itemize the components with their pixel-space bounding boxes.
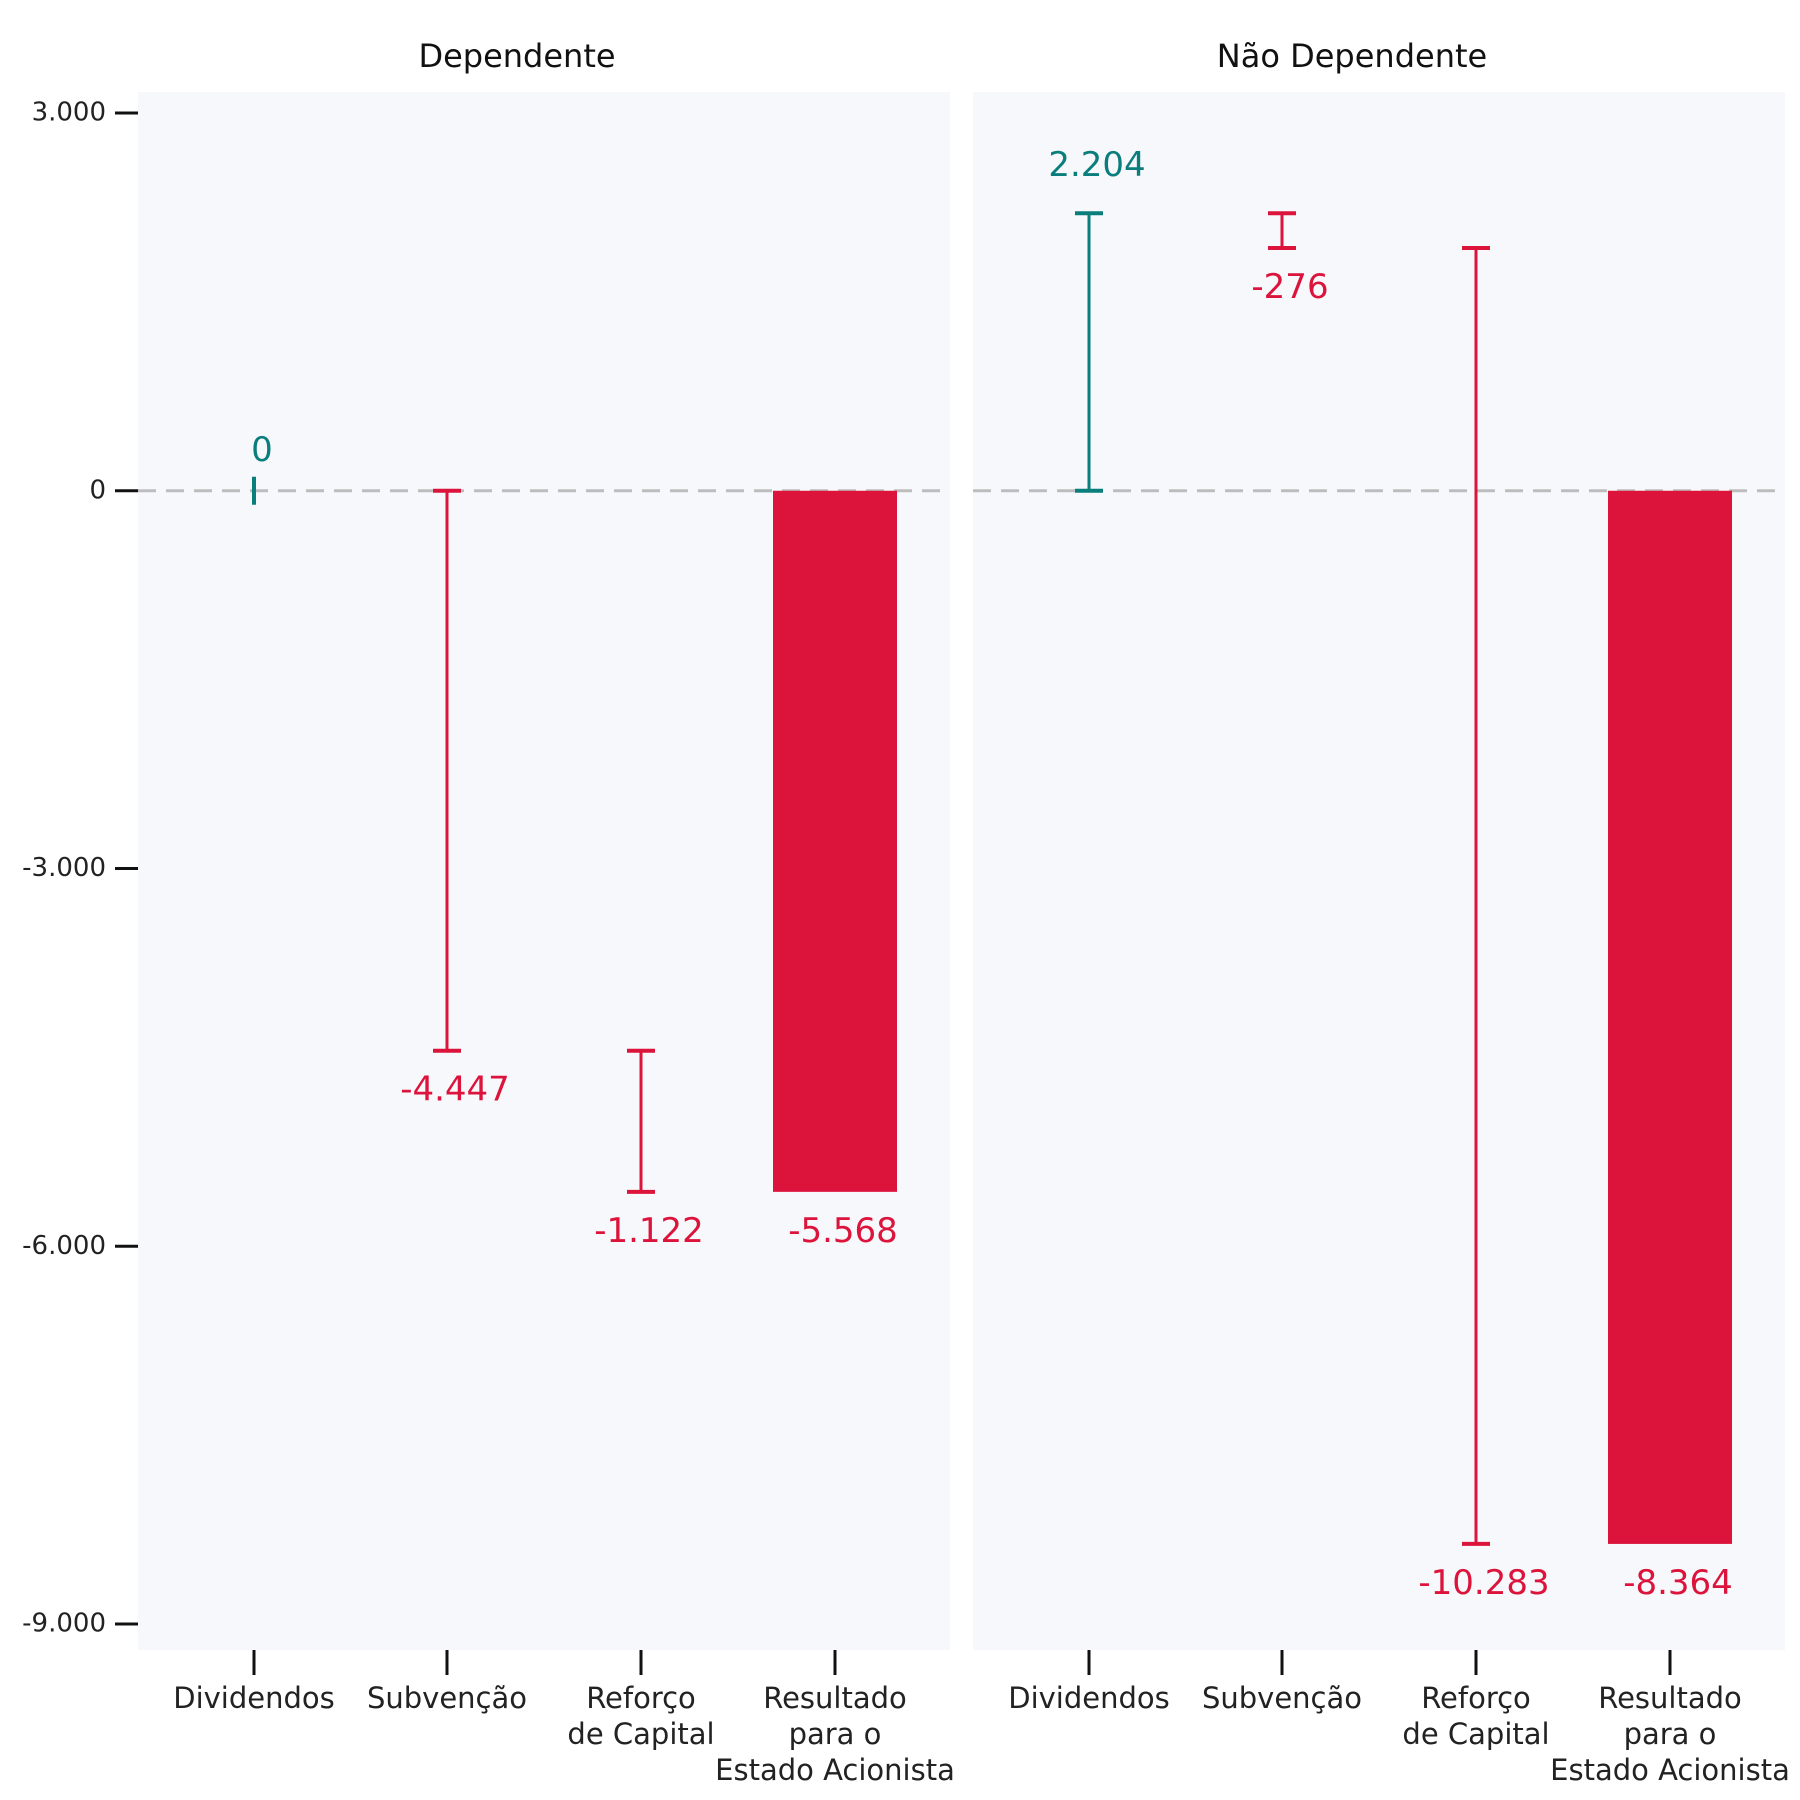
value-label: -276 bbox=[1251, 267, 1328, 307]
y-tick-label: -3.000 bbox=[22, 853, 106, 883]
y-tick-label: -6.000 bbox=[22, 1231, 106, 1261]
value-label: -8.364 bbox=[1623, 1563, 1733, 1603]
value-label: -1.122 bbox=[594, 1211, 704, 1251]
x-tick-label-line: para o bbox=[789, 1717, 882, 1751]
x-tick-label-line: Resultado bbox=[1598, 1681, 1742, 1715]
x-tick-label: Dividendos bbox=[173, 1681, 335, 1715]
value-label: -10.283 bbox=[1418, 1563, 1549, 1603]
chart-panels: Dependente 0 Dividendos -4.447 Subvenção -1.1… bbox=[138, 37, 1790, 1787]
total-bar bbox=[1608, 490, 1732, 1544]
total-bar bbox=[773, 490, 897, 1192]
y-tick-label: -9.000 bbox=[22, 1609, 106, 1639]
panel-title: Dependente bbox=[418, 37, 615, 75]
x-tick-label-line: para o bbox=[1624, 1717, 1717, 1751]
x-tick-label-line: Dividendos bbox=[173, 1681, 335, 1715]
x-tick-label: Reforço de Capital bbox=[567, 1681, 714, 1751]
x-tick-label-line: Subvenção bbox=[367, 1681, 527, 1715]
x-tick-label: Dividendos bbox=[1008, 1681, 1170, 1715]
value-label: -5.568 bbox=[788, 1211, 898, 1251]
x-tick-label: Resultado para o Estado Acionista bbox=[1550, 1681, 1790, 1787]
x-tick-label-line: Subvenção bbox=[1202, 1681, 1362, 1715]
x-tick-label-line: Dividendos bbox=[1008, 1681, 1170, 1715]
x-tick-label: Subvenção bbox=[1202, 1681, 1362, 1715]
panel-title: Não Dependente bbox=[1217, 37, 1487, 75]
panel-dependente: Dependente 0 Dividendos -4.447 Subvenção -1.1… bbox=[138, 37, 955, 1787]
y-tick-label: 0 bbox=[89, 475, 106, 505]
x-tick-label-line: Reforço bbox=[1421, 1681, 1531, 1715]
x-tick-label-line: de Capital bbox=[567, 1717, 714, 1751]
x-tick-label: Subvenção bbox=[367, 1681, 527, 1715]
y-tick-label: 3.000 bbox=[32, 98, 106, 128]
panel-nao-dependente: Não Dependente 2.204 Dividendos -276 Subvenç… bbox=[973, 37, 1790, 1787]
x-tick-label-line: Resultado bbox=[763, 1681, 907, 1715]
value-label: 0 bbox=[251, 430, 273, 470]
value-label: 2.204 bbox=[1048, 145, 1145, 185]
y-axis: 3.000 0 -3.000 -6.000 -9.000 bbox=[22, 98, 138, 1639]
x-tick-label-line: Reforço bbox=[586, 1681, 696, 1715]
x-tick-label: Resultado para o Estado Acionista bbox=[715, 1681, 955, 1787]
value-label: -4.447 bbox=[400, 1070, 510, 1110]
x-tick-label-line: de Capital bbox=[1402, 1717, 1549, 1751]
x-tick-label: Reforço de Capital bbox=[1402, 1681, 1549, 1751]
x-tick-label-line: Estado Acionista bbox=[715, 1753, 955, 1787]
x-tick-label-line: Estado Acionista bbox=[1550, 1753, 1790, 1787]
